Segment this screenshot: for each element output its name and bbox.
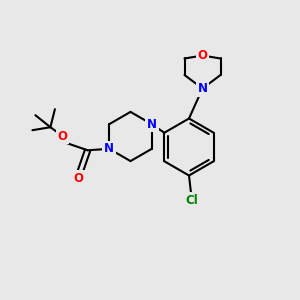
Text: O: O <box>197 49 208 62</box>
Text: N: N <box>147 118 157 131</box>
Text: O: O <box>57 130 68 143</box>
Text: Cl: Cl <box>185 194 198 207</box>
Text: N: N <box>197 82 208 95</box>
Text: O: O <box>74 172 84 185</box>
Text: N: N <box>104 142 114 155</box>
